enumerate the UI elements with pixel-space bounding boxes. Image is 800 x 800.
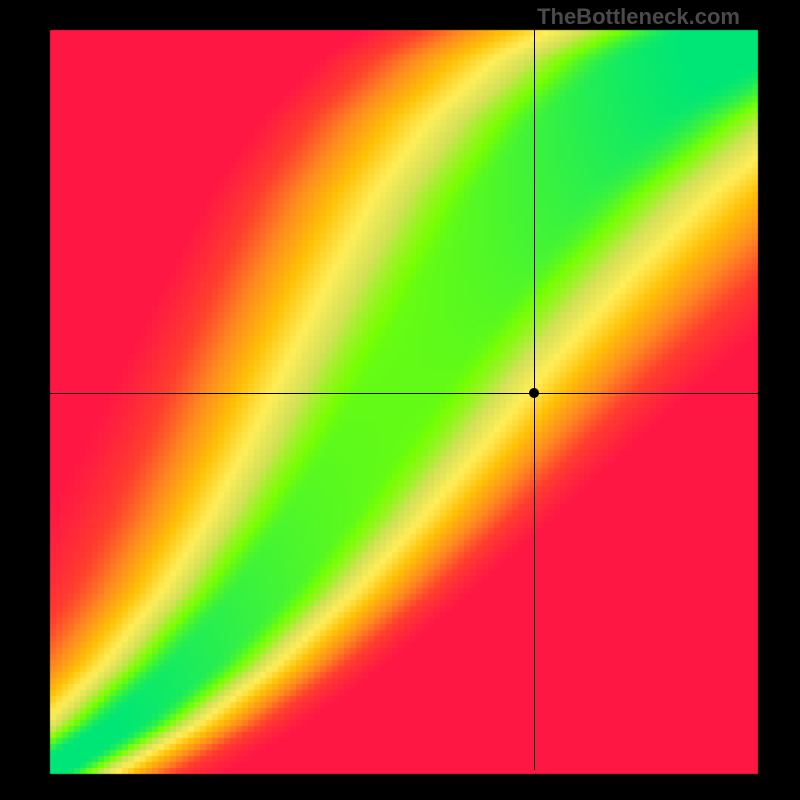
data-point-marker xyxy=(529,388,539,398)
crosshair-vertical xyxy=(534,30,535,770)
watermark-text: TheBottleneck.com xyxy=(537,4,740,30)
crosshair-horizontal xyxy=(50,393,758,394)
heatmap-canvas xyxy=(0,0,800,800)
chart-container: TheBottleneck.com xyxy=(0,0,800,800)
